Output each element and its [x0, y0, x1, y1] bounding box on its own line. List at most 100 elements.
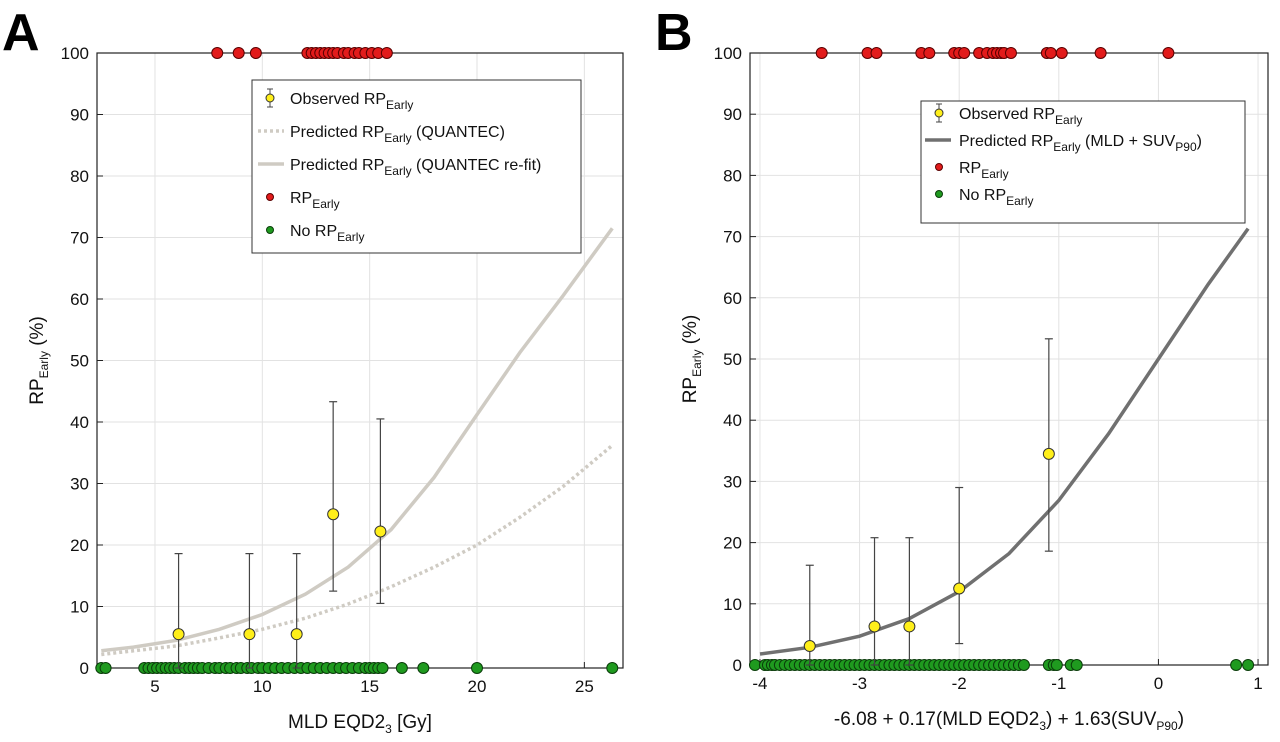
- y-tick-label: 20: [70, 536, 89, 555]
- legend-label-main: Predicted RP: [290, 157, 384, 174]
- point-observed: [1042, 447, 1055, 460]
- legend-label-main: RP: [290, 190, 312, 207]
- y-axis-label-main: RP: [680, 377, 701, 403]
- legend-marker-green: [935, 190, 943, 198]
- legend-box: [251, 79, 582, 254]
- y-tick-label: 90: [723, 105, 742, 124]
- legend-label-sub: Early: [981, 167, 1008, 181]
- point-observed: [374, 525, 387, 538]
- series-predicted-mld-suv: [759, 227, 1250, 656]
- y-axis-label-main: RP: [27, 378, 48, 404]
- point-no-rp-early: [748, 659, 761, 671]
- y-tick-label: 60: [723, 289, 742, 308]
- point-rp-early: [1162, 47, 1175, 59]
- x-axis-label: MLD EQD23 [Gy]: [288, 712, 432, 736]
- legend-label: RPEarly: [290, 190, 340, 211]
- x-tick-label: -2: [952, 674, 967, 693]
- legend-label-sub: Early: [386, 98, 413, 112]
- point-no-rp-early: [99, 662, 112, 674]
- x-tick-label: 5: [150, 677, 159, 696]
- legend-label: Predicted RPEarly (QUANTEC re-fit): [290, 157, 541, 178]
- y-tick-label: 50: [70, 352, 89, 371]
- x-tick-label: -3: [852, 674, 867, 693]
- legend-label-sub: Early: [312, 197, 339, 211]
- point-rp-early: [211, 47, 224, 59]
- point-observed: [243, 628, 256, 641]
- y-tick-label: 0: [733, 656, 742, 675]
- legend-box: [920, 100, 1246, 224]
- y-axis-label-tail: (%): [27, 316, 48, 351]
- y-tick-label: 80: [70, 167, 89, 186]
- point-rp-early: [923, 47, 936, 59]
- y-tick-label: 30: [70, 475, 89, 494]
- legend-label-main: Predicted RP: [290, 124, 384, 141]
- legend-label: Predicted RPEarly (MLD + SUVP90): [959, 133, 1202, 154]
- y-tick-label: 70: [70, 229, 89, 248]
- legend-label-sub: Early: [337, 230, 364, 244]
- point-no-rp-early: [417, 662, 430, 674]
- y-tick-label: 10: [723, 595, 742, 614]
- y-tick-label: 100: [714, 44, 742, 63]
- point-rp-early: [232, 47, 245, 59]
- legend-marker-green: [266, 226, 274, 234]
- legend-label: Observed RPEarly: [959, 106, 1082, 127]
- x-tick-label: 15: [360, 677, 379, 696]
- legend-label-main: RP: [959, 160, 981, 177]
- y-tick-label: 80: [723, 166, 742, 185]
- x-tick-label: 1: [1253, 674, 1262, 693]
- chart-panel-a: 5 10 15 20 25 0 10 20 30 40 50 60 70 80 90 100 MLD EQD23…: [27, 44, 624, 736]
- legend: Observed RPEarly Predicted RPEarly (MLD +…: [920, 100, 1246, 224]
- x-axis-label-sub: 3: [385, 722, 392, 736]
- point-no-rp-early: [1050, 659, 1063, 671]
- point-no-rp-early: [1070, 659, 1083, 671]
- legend-label-sub: Early: [384, 164, 411, 178]
- legend-marker-red: [935, 163, 943, 171]
- legend-label: No RPEarly: [959, 187, 1033, 208]
- x-axis-label-sub2: P90: [1156, 719, 1178, 733]
- x-tick-label: 10: [253, 677, 272, 696]
- point-observed: [868, 620, 881, 633]
- x-axis-label-tail: [Gy]: [392, 712, 432, 733]
- legend-label-tail: (QUANTEC): [412, 124, 505, 141]
- legend-label-sub2: P90: [1175, 140, 1197, 154]
- point-observed: [953, 582, 966, 595]
- panel-b-letter: B: [655, 4, 693, 62]
- y-axis-label-sub: Early: [37, 351, 51, 378]
- series-predicted-quantec-refit: [101, 227, 614, 653]
- legend-label-sub: Early: [1055, 113, 1082, 127]
- x-tick-label: 0: [1154, 674, 1163, 693]
- legend-marker-observed: [934, 108, 944, 118]
- y-tick-label: 40: [723, 411, 742, 430]
- panel-a-letter: A: [2, 4, 40, 62]
- x-axis-label: -6.08 + 0.17(MLD EQD23) + 1.63(SUVP90): [834, 709, 1184, 733]
- point-no-rp-early: [471, 662, 484, 674]
- point-observed: [803, 640, 816, 653]
- y-tick-label: 0: [80, 659, 89, 678]
- y-tick-label: 40: [70, 413, 89, 432]
- y-axis-label-tail: (%): [680, 315, 701, 350]
- y-tick-label: 50: [723, 350, 742, 369]
- point-rp-early: [1094, 47, 1107, 59]
- point-rp-early: [870, 47, 883, 59]
- legend-label-sub: Early: [1053, 140, 1080, 154]
- x-tick-label: -1: [1051, 674, 1066, 693]
- y-axis-label-sub: Early: [690, 350, 704, 377]
- legend-label-tail2: ): [1197, 133, 1202, 150]
- point-no-rp-early: [1017, 659, 1030, 671]
- point-rp-early: [1055, 47, 1068, 59]
- point-no-rp-early: [376, 662, 389, 674]
- y-tick-label: 100: [61, 44, 89, 63]
- x-axis-label-main: -6.08 + 0.17(MLD EQD2: [834, 709, 1039, 730]
- x-tick-label: 25: [575, 677, 594, 696]
- y-tick-label: 30: [723, 472, 742, 491]
- x-axis-label-main: MLD EQD2: [288, 712, 385, 733]
- point-no-rp-early: [606, 662, 619, 674]
- legend-label-main: Observed RP: [290, 91, 386, 108]
- legend-label: Observed RPEarly: [290, 91, 413, 112]
- point-no-rp-early: [395, 662, 408, 674]
- y-tick-label: 10: [70, 598, 89, 617]
- point-rp-early: [958, 47, 971, 59]
